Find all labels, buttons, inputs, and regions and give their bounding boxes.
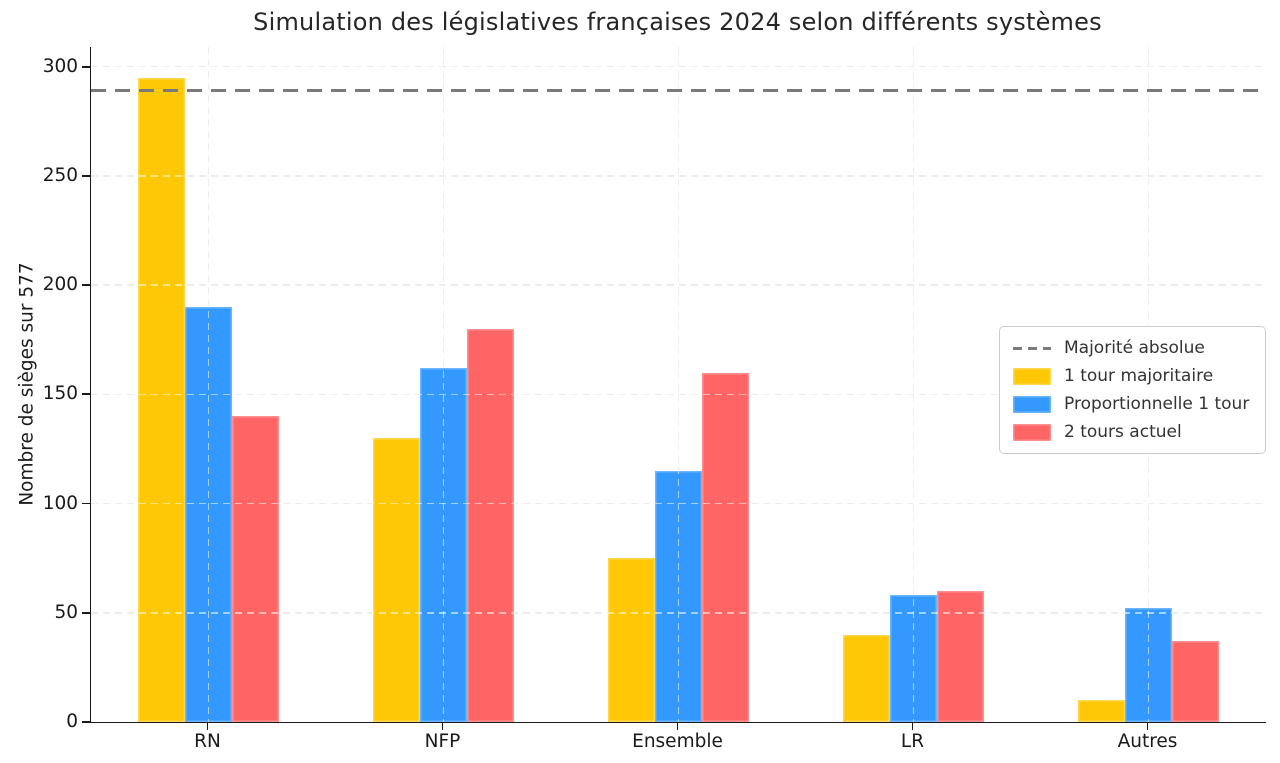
- bar-Autres-series-2: [1172, 641, 1219, 722]
- legend-item-series-1: Proportionnelle 1 tour: [1013, 394, 1249, 414]
- y-tick-mark: [82, 284, 90, 286]
- legend-item-label: 2 tours actuel: [1064, 422, 1182, 442]
- bar-LR-series-2: [937, 590, 984, 722]
- plot-area: [90, 47, 1266, 723]
- y-tick-mark: [82, 65, 90, 68]
- y-tick-label: 0: [66, 711, 78, 732]
- bar-LR-series-0: [843, 634, 890, 722]
- legend-item-reference-line: Majorité absolue: [1013, 338, 1249, 358]
- x-tick-mark: [441, 722, 444, 730]
- majority-line: [91, 89, 1266, 93]
- x-tick-mark: [676, 722, 679, 730]
- v-gridline-overlay: [677, 47, 680, 722]
- bar-NFP-series-0: [373, 438, 420, 722]
- color-swatch-icon: [1013, 395, 1051, 413]
- v-gridline-overlay: [442, 47, 445, 722]
- dashed-line-sample-icon: [1013, 346, 1051, 350]
- bar-NFP-series-2: [467, 328, 514, 722]
- legend-item-series-2: 2 tours actuel: [1013, 422, 1249, 442]
- legend-item-label: Majorité absolue: [1064, 338, 1205, 358]
- y-tick-mark: [82, 393, 90, 396]
- bar-Ensemble-series-2: [702, 372, 749, 722]
- v-gridline-overlay: [207, 47, 210, 722]
- x-tick-label: Ensemble: [632, 731, 723, 752]
- y-tick-mark: [82, 174, 90, 177]
- y-tick-mark: [82, 611, 90, 614]
- x-tick-label: LR: [900, 731, 925, 752]
- v-gridline-overlay: [912, 47, 915, 722]
- legend-item-label: 1 tour majoritaire: [1064, 366, 1214, 386]
- bar-RN-series-0: [138, 77, 185, 722]
- y-tick-label: 100: [42, 492, 78, 514]
- bar-Autres-series-0: [1078, 700, 1125, 722]
- x-tick-label: RN: [194, 731, 221, 752]
- y-tick-mark: [82, 502, 90, 505]
- y-tick-mark: [82, 721, 90, 723]
- y-tick-label: 300: [42, 55, 78, 77]
- chart-title: Simulation des législatives françaises 2…: [253, 8, 1102, 36]
- bar-RN-series-2: [232, 416, 279, 722]
- y-tick-label: 50: [54, 601, 78, 623]
- bar-Ensemble-series-0: [608, 558, 655, 722]
- color-swatch-icon: [1013, 367, 1051, 385]
- y-tick-label: 200: [42, 274, 78, 296]
- legend: Majorité absolue 1 tour majoritaire Propor…: [999, 326, 1267, 454]
- x-tick-mark: [206, 722, 209, 730]
- legend-item-series-0: 1 tour majoritaire: [1013, 366, 1249, 386]
- x-tick-mark: [911, 722, 914, 730]
- legend-item-label: Proportionnelle 1 tour: [1064, 394, 1250, 414]
- color-swatch-icon: [1013, 423, 1051, 441]
- x-tick-mark: [1146, 722, 1149, 730]
- y-tick-label: 150: [42, 383, 78, 405]
- x-tick-label: NFP: [424, 731, 461, 752]
- x-tick-label: Autres: [1117, 731, 1178, 752]
- y-tick-label: 250: [42, 164, 78, 186]
